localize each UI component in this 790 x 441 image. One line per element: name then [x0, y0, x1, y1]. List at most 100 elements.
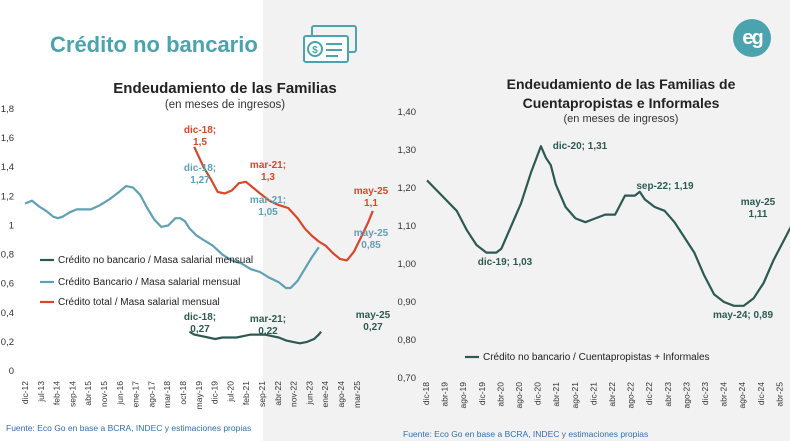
data-label: 0,85 — [361, 240, 381, 251]
x-tick-label: abr-19 — [440, 382, 450, 407]
x-tick-label: sep-21 — [257, 381, 267, 407]
x-tick-label: abr-22 — [607, 382, 617, 407]
x-tick-label: dic-21 — [588, 382, 598, 405]
legend-label: Crédito no bancario / Cuentapropistas + … — [483, 352, 710, 363]
series-line — [188, 330, 322, 345]
x-tick-label: oct-18 — [178, 381, 188, 405]
left-panel — [0, 0, 263, 441]
right-chart-title-line1: Endeudamiento de las Familias de — [506, 76, 736, 92]
data-label: may-24; 0,89 — [713, 310, 773, 321]
x-tick-label: dic-24 — [756, 382, 766, 405]
y-tick-label: 0,8 — [1, 250, 14, 261]
x-tick-label: mar-25 — [352, 381, 362, 408]
x-tick-label: ago-23 — [681, 382, 691, 409]
x-tick-label: dic-19 — [210, 381, 220, 404]
data-label: may-25 — [741, 197, 776, 208]
data-label: 1,05 — [258, 207, 278, 218]
data-label: mar-21; — [250, 160, 286, 171]
data-label: dic-18; — [184, 125, 216, 136]
y-tick-label: 0,2 — [1, 337, 14, 348]
data-label: sep-22; 1,19 — [636, 181, 694, 192]
x-tick-label: may-19 — [194, 381, 204, 410]
y-tick-label: 0 — [9, 366, 14, 377]
data-label: may-25 — [356, 310, 390, 321]
x-tick-label: jun-23 — [304, 381, 314, 406]
y-tick-label: 1,2 — [1, 191, 14, 202]
data-label: dic-20; 1,31 — [553, 141, 608, 152]
x-tick-label: dic-20 — [533, 382, 543, 405]
x-tick-label: dic-12 — [20, 381, 30, 404]
page-title: Crédito no bancario — [50, 32, 258, 57]
data-label: mar-21; — [250, 195, 286, 206]
data-label: 1,11 — [749, 209, 768, 220]
data-label: mar-21; — [250, 314, 286, 325]
x-tick-label: dic-22 — [644, 382, 654, 405]
data-label: 1,5 — [193, 137, 207, 148]
x-tick-label: feb-14 — [52, 381, 62, 405]
y-tick-label: 0,70 — [398, 373, 417, 384]
left-chart-title: Endeudamiento de las Familias — [113, 80, 337, 97]
x-tick-label: ene-17 — [131, 381, 141, 408]
x-tick-label: abr-15 — [83, 381, 93, 406]
x-tick-label: abr-23 — [663, 382, 673, 407]
x-tick-label: ago-24 — [336, 381, 346, 408]
x-tick-label: ago-24 — [737, 382, 747, 409]
y-tick-label: 0,4 — [1, 308, 14, 319]
data-label: may-25 — [354, 186, 389, 197]
money-card-icon: $ — [303, 25, 357, 63]
left-chart-subtitle: (en meses de ingresos) — [164, 99, 286, 111]
data-label: dic-19; 1,03 — [478, 257, 533, 268]
data-label: dic-18; — [184, 312, 216, 323]
left-chart: 0 0,2 0,4 0,6 0,8 1 1,2 1,4 1,6 1,8 dic-12 jul-13 fe… — [1, 104, 390, 410]
data-label: 1,3 — [261, 172, 275, 183]
legend-label: Crédito total / Masa salarial mensual — [58, 297, 220, 308]
y-tick-label: 0,90 — [398, 297, 417, 308]
y-tick-label: 1,10 — [398, 221, 417, 232]
x-tick-label: nov-15 — [99, 381, 109, 407]
x-tick-label: ago-20 — [514, 382, 524, 409]
series-line — [193, 146, 374, 262]
right-chart-subtitle: (en meses de ingresos) — [563, 113, 679, 125]
data-label: dic-18; — [184, 163, 216, 174]
x-tick-label: ago-22 — [626, 382, 636, 409]
x-tick-label: dic-18 — [421, 382, 431, 405]
x-tick-label: dic-23 — [700, 382, 710, 405]
x-tick-label: jun-16 — [115, 381, 125, 406]
y-tick-label: 1,40 — [398, 107, 417, 118]
x-tick-label: abr-24 — [719, 382, 729, 407]
y-tick-label: 1,00 — [398, 259, 417, 270]
right-source-note: Fuente: Eco Go en base a BCRA, INDEC y e… — [403, 429, 649, 439]
series-line — [426, 145, 790, 307]
x-tick-label: sep-14 — [67, 381, 77, 407]
x-tick-label: feb-21 — [241, 381, 251, 405]
x-tick-label: abr-21 — [551, 382, 561, 407]
x-tick-label: abr-25 — [774, 382, 784, 407]
x-tick-label: jul-20 — [225, 381, 235, 403]
x-tick-label: dic-19 — [477, 382, 487, 405]
y-tick-label: 1,30 — [398, 145, 417, 156]
data-label: 0,27 — [190, 324, 210, 335]
data-label: 0,22 — [258, 326, 278, 337]
y-tick-label: 1,8 — [1, 104, 14, 115]
y-tick-label: 0,80 — [398, 335, 417, 346]
x-tick-label: ene-24 — [320, 381, 330, 408]
legend-label: Crédito no bancario / Masa salarial mens… — [58, 255, 253, 266]
legend-label: Crédito Bancario / Masa salarial mensual — [58, 277, 240, 288]
x-tick-label: ago-19 — [458, 382, 468, 409]
data-label: 1,27 — [190, 175, 210, 186]
x-tick-label: jul-13 — [36, 381, 46, 403]
x-tick-label: ago-21 — [570, 382, 580, 409]
x-tick-label: mar-18 — [162, 381, 172, 408]
right-chart: 0,70 0,80 0,90 1,00 1,10 1,20 1,30 1,40 dic-18 ab… — [398, 107, 790, 409]
y-tick-label: 1,4 — [1, 162, 14, 173]
data-label: 0,27 — [363, 322, 383, 333]
x-tick-label: abr-20 — [495, 382, 505, 407]
series-line — [24, 185, 320, 290]
svg-text:$: $ — [312, 45, 318, 56]
y-tick-label: 1,6 — [1, 133, 14, 144]
x-tick-label: ago-17 — [146, 381, 156, 408]
y-tick-label: 0,6 — [1, 279, 14, 290]
y-tick-label: 1 — [9, 220, 14, 231]
x-tick-label: nov-22 — [289, 381, 299, 407]
left-source-note: Fuente: Eco Go en base a BCRA, INDEC y e… — [6, 423, 252, 433]
